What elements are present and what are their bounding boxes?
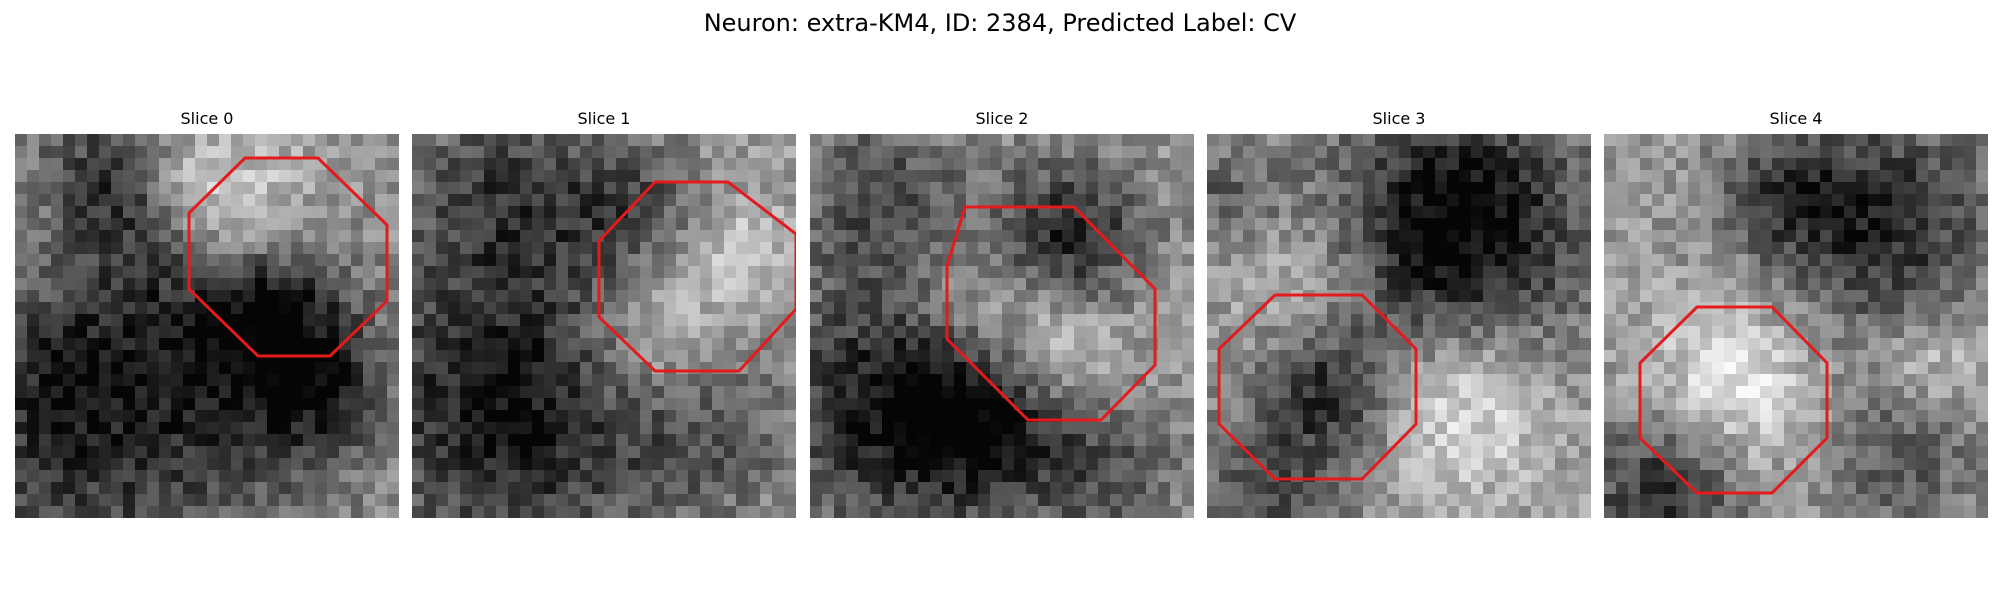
- roi-octagon-0: [187, 156, 389, 358]
- slice-title-0: Slice 0: [180, 109, 234, 128]
- slice-image-4: [1604, 134, 1988, 518]
- slice-image-2: [810, 134, 1194, 518]
- roi-octagon-4: [1638, 305, 1829, 495]
- slice-title-4: Slice 4: [1769, 109, 1823, 128]
- slice-image-0: [15, 134, 399, 518]
- slice-title-3: Slice 3: [1372, 109, 1426, 128]
- slice-title-2: Slice 2: [975, 109, 1029, 128]
- figure-title: Neuron: extra-KM4, ID: 2384, Predicted L…: [703, 9, 1297, 37]
- slice-title-1: Slice 1: [577, 109, 631, 128]
- roi-octagon-1: [597, 180, 796, 373]
- roi-octagon-3: [1217, 293, 1418, 481]
- slice-image-1: [412, 134, 796, 518]
- slice-image-3: [1207, 134, 1591, 518]
- roi-octagon-2: [945, 205, 1157, 422]
